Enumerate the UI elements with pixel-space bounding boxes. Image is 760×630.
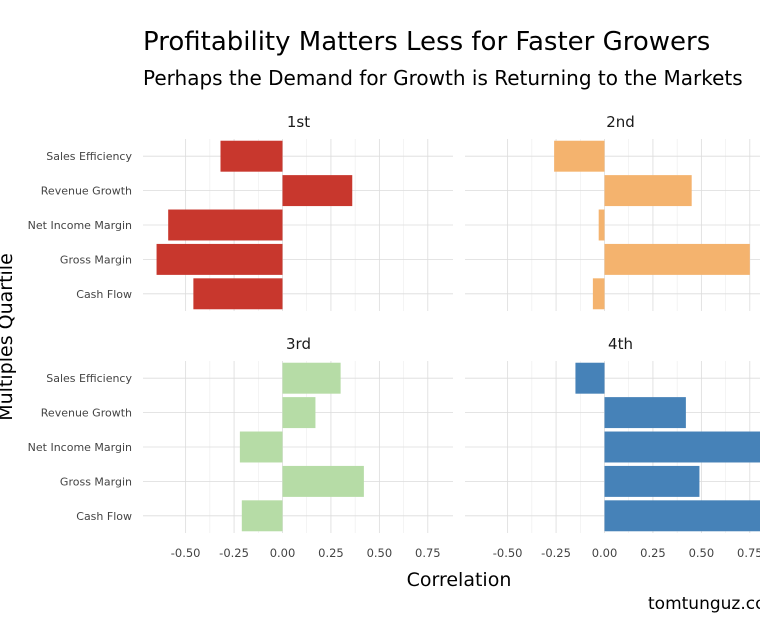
x-tick-label: 0.25 xyxy=(318,546,344,560)
bar-3rd-1 xyxy=(282,362,341,394)
bar-1st-4 xyxy=(156,243,283,275)
chart-title: Profitability Matters Less for Faster Gr… xyxy=(143,27,711,57)
bar-1st-3 xyxy=(168,209,283,241)
x-tick-label: 0.00 xyxy=(270,546,296,560)
bar-3rd-3 xyxy=(239,431,283,463)
bar-2nd-2 xyxy=(604,175,692,207)
bar-4th-4 xyxy=(604,465,700,497)
facet-label-1st: 1st xyxy=(287,113,310,131)
bar-3rd-2 xyxy=(282,397,316,429)
x-tick-label: 0.00 xyxy=(592,546,618,560)
y-axis-title: Multiples Quartile xyxy=(0,253,17,421)
category-label: Net Income Margin xyxy=(28,219,132,232)
category-label: Revenue Growth xyxy=(41,185,132,198)
category-label: Net Income Margin xyxy=(28,441,132,454)
bar-3rd-5 xyxy=(241,500,283,532)
x-tick-label: 0.75 xyxy=(415,546,441,560)
bar-1st-5 xyxy=(193,278,283,310)
x-tick-label: 0.50 xyxy=(367,546,393,560)
facet-label-2nd: 2nd xyxy=(606,113,635,131)
bar-4th-3 xyxy=(604,431,760,463)
category-label: Sales Efficiency xyxy=(46,150,132,163)
bar-2nd-5 xyxy=(592,278,605,310)
bar-1st-1 xyxy=(220,140,283,172)
x-tick-label: 0.25 xyxy=(640,546,666,560)
x-axis-title: Correlation xyxy=(407,569,512,591)
category-label: Gross Margin xyxy=(60,475,132,488)
bar-2nd-3 xyxy=(598,209,605,241)
bar-3rd-4 xyxy=(282,465,364,497)
bar-2nd-1 xyxy=(554,140,605,172)
bar-4th-5 xyxy=(604,500,760,532)
category-label: Cash Flow xyxy=(76,288,132,301)
credit-text: tomtunguz.co xyxy=(648,594,760,614)
bar-2nd-4 xyxy=(604,243,750,275)
x-tick-label: 0.50 xyxy=(689,546,715,560)
x-tick-label: 0.75 xyxy=(737,546,760,560)
bar-4th-2 xyxy=(604,397,686,429)
chart-subtitle: Perhaps the Demand for Growth is Returni… xyxy=(143,66,743,90)
facet-label-4th: 4th xyxy=(608,335,633,353)
category-label: Sales Efficiency xyxy=(46,372,132,385)
x-tick-label: -0.50 xyxy=(493,546,523,560)
x-tick-label: -0.25 xyxy=(219,546,249,560)
x-tick-label: -0.25 xyxy=(541,546,571,560)
category-label: Revenue Growth xyxy=(41,407,132,420)
category-label: Gross Margin xyxy=(60,253,132,266)
facet-label-3rd: 3rd xyxy=(286,335,311,353)
bar-4th-1 xyxy=(575,362,605,394)
x-tick-label: -0.50 xyxy=(171,546,201,560)
bar-1st-2 xyxy=(282,175,353,207)
category-label: Cash Flow xyxy=(76,510,132,523)
